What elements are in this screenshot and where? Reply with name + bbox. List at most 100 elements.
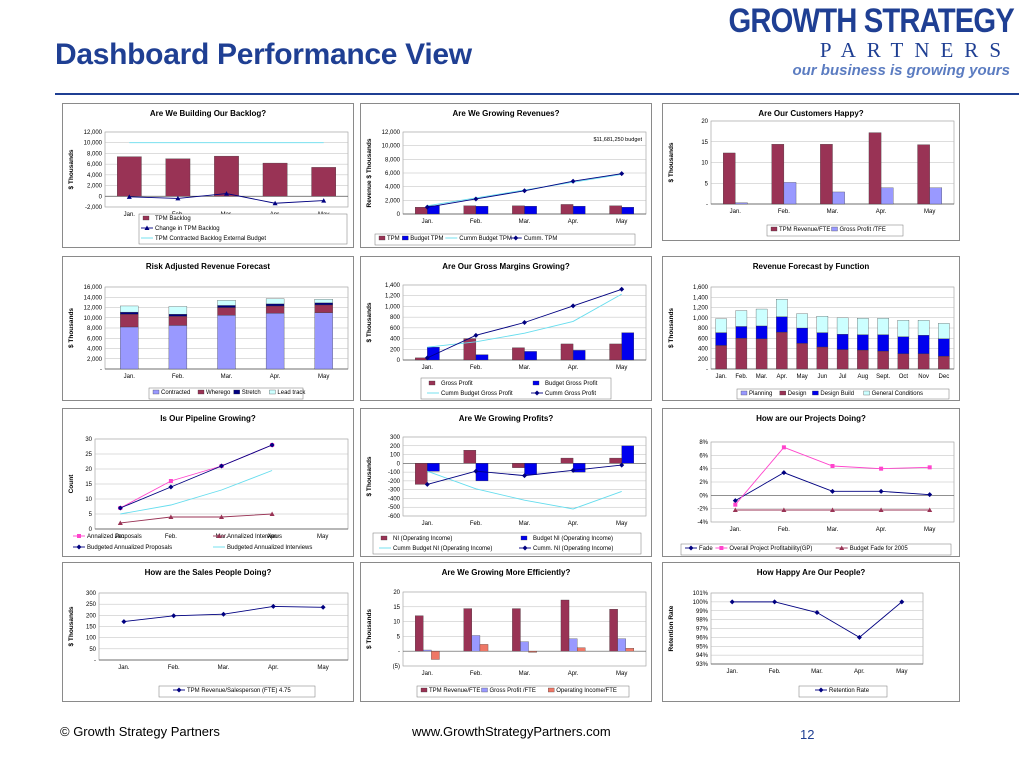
- legend-swatch: [378, 235, 386, 241]
- x-tick-label: Jan.: [730, 209, 742, 215]
- data-point: [171, 613, 177, 619]
- page-number: 12: [800, 727, 815, 742]
- legend-entry: Cumm. TPM: [524, 236, 558, 242]
- chart-title: How Happy Are Our People?: [757, 568, 866, 577]
- chart-svg-efficiency: Are We Growing More Efficiently? $ Thousa…: [366, 568, 647, 698]
- legend-entry: Stretch: [242, 390, 261, 396]
- y-tick-label: 2,000: [385, 198, 401, 204]
- legend-entry: TPM Revenue/Salesperson (FTE) 4.75: [187, 688, 291, 694]
- bar: [938, 338, 950, 357]
- data-point: [269, 511, 275, 516]
- x-tick-label: Mar.: [756, 374, 768, 380]
- chart-panel-function-forecast: Revenue Forecast by Function $ Thousands -…: [662, 256, 960, 401]
- footer-copyright: © Growth Strategy Partners: [60, 724, 220, 739]
- y-axis-label: Retention Rate: [668, 605, 675, 651]
- legend-swatch: [481, 687, 488, 693]
- y-tick-label: 2%: [699, 480, 708, 486]
- bar: [512, 347, 525, 361]
- legend-entry: TPM Revenue/FTE: [429, 688, 480, 694]
- chart-svg-profits: Are We Growing Profits? $ Thousands -600 -5…: [366, 414, 647, 555]
- bar: [314, 304, 333, 313]
- data-point: [321, 198, 327, 203]
- bar: [217, 307, 236, 316]
- bar: [877, 350, 889, 370]
- bar: [836, 349, 849, 370]
- data-point: [270, 603, 276, 609]
- y-tick-label: 100%: [693, 600, 709, 606]
- y-tick-label: 400: [390, 337, 401, 343]
- x-tick-label: Apr.: [568, 671, 579, 677]
- footer-url[interactable]: www.GrowthStrategyPartners.com: [412, 724, 611, 739]
- chart-svg-backlog: Are We Building Our Backlog? $ Thousands -…: [68, 109, 349, 245]
- data-point: [830, 488, 835, 494]
- legend-swatch: [863, 390, 870, 396]
- x-tick-label: Jan.: [124, 212, 136, 218]
- legend-marker: [719, 546, 724, 550]
- chart-title: Are We Growing More Efficiently?: [442, 568, 571, 577]
- y-axis-label: $ Thousands: [668, 308, 675, 348]
- bar: [168, 325, 188, 370]
- y-tick-label: 5: [397, 634, 401, 640]
- legend-entry: Fade: [699, 546, 713, 552]
- y-tick-label: 6,000: [385, 171, 401, 177]
- chart-annotation: $11,681,250 budget: [593, 137, 642, 143]
- chart-title: Are We Growing Revenues?: [453, 109, 560, 118]
- x-tick-label: Mar.: [519, 219, 531, 225]
- bar: [776, 299, 788, 317]
- data-point: [473, 468, 479, 474]
- bar: [475, 205, 489, 215]
- logo-line1: GROWTH STRATEGY: [728, 2, 1015, 40]
- x-tick-label: Jan.: [115, 534, 127, 540]
- y-tick-label: 10: [85, 497, 92, 503]
- bar: [512, 608, 521, 652]
- legend-entry: TPM Contracted Backlog External Budget: [155, 236, 266, 242]
- x-tick-label: Oct: [899, 374, 909, 380]
- x-tick-label: Apr.: [568, 365, 579, 371]
- chart-svg-people: How Happy Are Our People? Retention Rate 9…: [668, 568, 924, 698]
- bar: [609, 609, 618, 652]
- bar: [776, 331, 788, 370]
- bar: [415, 615, 424, 652]
- bar: [217, 300, 236, 306]
- x-tick-label: May: [318, 374, 329, 380]
- x-tick-label: Feb.: [769, 669, 781, 675]
- legend-box: [158, 685, 316, 698]
- y-tick-label: 6,000: [87, 336, 103, 342]
- legend-swatch: [197, 389, 205, 395]
- y-tick-label: 98%: [696, 618, 709, 624]
- legend-box: [138, 213, 348, 245]
- y-tick-label: -600: [388, 514, 401, 520]
- bar: [265, 305, 285, 314]
- legend-box: [372, 532, 642, 555]
- x-tick-label: Jan.: [422, 219, 434, 225]
- data-point: [732, 507, 738, 512]
- data-point: [830, 507, 835, 512]
- legend-entry: Design: [788, 391, 807, 397]
- data-point: [729, 599, 735, 605]
- chart-svg-pipeline: Is Our Pipeline Growing? Count 0 5 10 15 20 25 3…: [68, 414, 349, 551]
- data-point: [814, 610, 820, 616]
- bar: [771, 144, 785, 205]
- x-tick-label: Jul: [839, 374, 847, 380]
- legend-swatch: [740, 390, 748, 396]
- bar: [120, 305, 139, 313]
- y-tick-label: 1,400: [385, 283, 401, 289]
- legend-entry: TPM Revenue/FTE: [779, 227, 830, 233]
- bar: [165, 158, 191, 197]
- bar: [832, 191, 845, 205]
- y-tick-label: 6%: [699, 453, 708, 459]
- page-title: Dashboard Performance View: [55, 38, 472, 71]
- legend-swatch: [532, 380, 540, 386]
- y-tick-label: -: [398, 649, 400, 655]
- bar: [735, 310, 748, 327]
- legend-entry: Operating Income/FTE: [556, 688, 617, 694]
- data-point: [879, 466, 884, 471]
- bar: [625, 648, 635, 652]
- bar: [120, 314, 139, 328]
- bar: [314, 312, 333, 370]
- legend-entry: Lead track: [277, 390, 306, 396]
- bar: [524, 351, 537, 361]
- x-tick-label: Feb.: [168, 665, 180, 671]
- data-point: [320, 604, 326, 610]
- x-tick-label: Jan.: [124, 374, 136, 380]
